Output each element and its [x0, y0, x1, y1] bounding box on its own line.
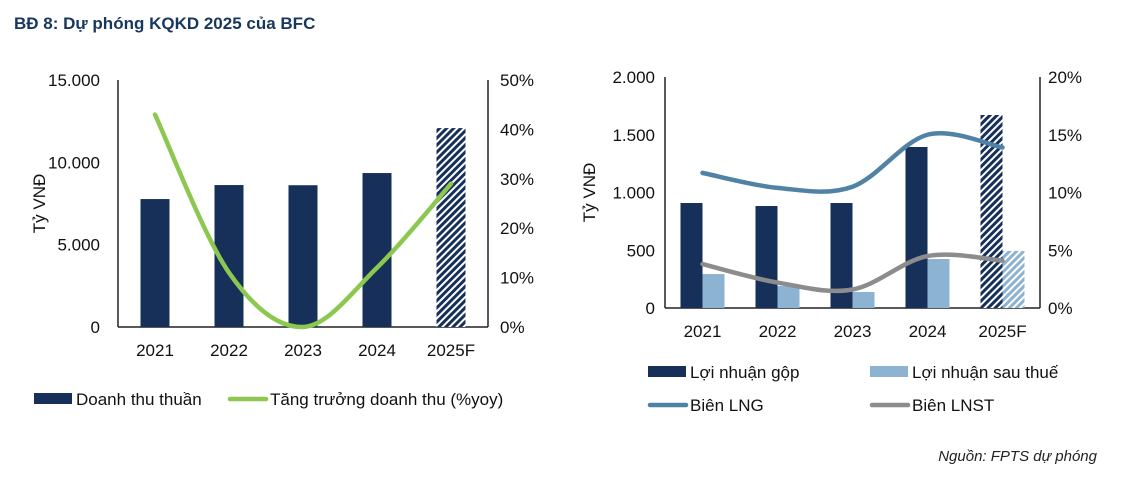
y-tick-label: 0	[646, 299, 655, 318]
x-tick-label: 2024	[358, 341, 396, 360]
bar-lợi-nhuận-gộp	[830, 203, 853, 308]
legend-label: Biên LNG	[690, 396, 764, 415]
legend-label: Biên LNST	[912, 396, 994, 415]
y-axis-label: Tỷ VNĐ	[580, 163, 599, 223]
y2-tick-label: 30%	[500, 170, 534, 189]
y-tick-label: 0	[91, 318, 100, 337]
legend-label: Tăng trưởng doanh thu (%yoy)	[270, 390, 503, 409]
y2-tick-label: 0%	[1048, 299, 1073, 318]
x-tick-label: 2021	[684, 322, 722, 341]
y2-tick-label: 20%	[500, 219, 534, 238]
y2-tick-label: 40%	[500, 120, 534, 139]
bar-doanh-thu-thuần	[140, 199, 170, 327]
legend-swatch	[870, 366, 908, 377]
x-tick-label: 2022	[759, 322, 797, 341]
legend-swatch	[34, 393, 72, 404]
bar-doanh-thu-thuần	[362, 173, 392, 327]
bar-lợi-nhuận-sau-thuế	[777, 286, 800, 308]
x-tick-label: 2024	[909, 322, 947, 341]
x-tick-label: 2023	[834, 322, 872, 341]
bar-lợi-nhuận-gộp	[905, 146, 928, 308]
y-axis-label: Tỷ VNĐ	[30, 174, 49, 234]
bar-doanh-thu-thuần	[288, 185, 318, 327]
bar-lợi-nhuận-sau-thuế	[702, 274, 725, 308]
bar-doanh-thu-thuần	[436, 128, 466, 327]
y-tick-label: 10.000	[48, 153, 100, 172]
y2-tick-label: 50%	[500, 71, 534, 90]
bar-lợi-nhuận-sau-thuế	[927, 259, 950, 308]
x-tick-label: 2025F	[978, 322, 1026, 341]
bar-lợi-nhuận-gộp	[755, 206, 778, 308]
x-tick-label: 2022	[210, 341, 248, 360]
bar-lợi-nhuận-sau-thuế	[1002, 250, 1025, 308]
y2-tick-label: 5%	[1048, 241, 1073, 260]
y-tick-label: 500	[627, 241, 655, 260]
source-note: Nguồn: FPTS dự phóng	[938, 448, 1097, 465]
y-tick-label: 15.000	[48, 71, 100, 90]
figure-title: BĐ 8: Dự phóng KQKD 2025 của BFC	[14, 14, 316, 33]
x-tick-label: 2023	[284, 341, 322, 360]
y2-tick-label: 15%	[1048, 126, 1082, 145]
y2-tick-label: 20%	[1048, 68, 1082, 87]
y2-tick-label: 10%	[1048, 184, 1082, 203]
x-tick-label: 2025F	[427, 341, 475, 360]
y-tick-label: 5.000	[57, 236, 100, 255]
legend-label: Doanh thu thuần	[76, 390, 202, 409]
bar-lợi-nhuận-gộp	[680, 203, 703, 308]
y2-tick-label: 0%	[500, 318, 525, 337]
legend-swatch	[648, 366, 686, 377]
bar-lợi-nhuận-sau-thuế	[852, 291, 875, 308]
y-tick-label: 2.000	[612, 68, 655, 87]
legend-label: Lợi nhuận gộp	[690, 363, 799, 382]
line-series	[700, 131, 1005, 194]
x-tick-label: 2021	[136, 341, 174, 360]
y-tick-label: 1.500	[612, 126, 655, 145]
y2-tick-label: 10%	[500, 269, 534, 288]
legend-label: Lợi nhuận sau thuế	[912, 363, 1059, 382]
y-tick-label: 1.000	[612, 184, 655, 203]
